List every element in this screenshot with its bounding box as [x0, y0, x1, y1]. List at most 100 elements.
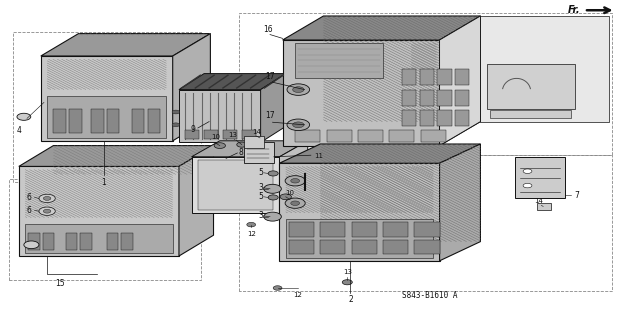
Bar [43, 233, 54, 250]
Bar [91, 109, 104, 133]
Polygon shape [279, 144, 480, 163]
Bar [437, 90, 452, 106]
Circle shape [17, 113, 31, 120]
Bar [320, 222, 345, 237]
Polygon shape [440, 16, 480, 146]
Polygon shape [41, 56, 173, 141]
Text: 7: 7 [574, 191, 579, 200]
Polygon shape [173, 34, 210, 141]
Bar [69, 109, 82, 133]
Bar [244, 136, 264, 148]
Text: 10: 10 [212, 133, 220, 140]
Bar [420, 110, 434, 126]
Bar [537, 203, 551, 210]
Bar [132, 109, 144, 133]
Bar [455, 69, 469, 85]
Circle shape [285, 176, 305, 186]
Circle shape [285, 198, 305, 208]
Text: 17: 17 [265, 72, 275, 81]
Polygon shape [440, 16, 480, 146]
Bar [28, 233, 40, 250]
Polygon shape [295, 43, 383, 78]
Bar [107, 233, 118, 250]
Bar [295, 130, 320, 142]
Polygon shape [261, 74, 286, 142]
Polygon shape [283, 40, 440, 146]
Bar [437, 69, 452, 85]
Bar [420, 69, 434, 85]
Bar [455, 110, 469, 126]
Polygon shape [179, 74, 286, 90]
Circle shape [43, 196, 51, 200]
Bar [414, 222, 440, 237]
Circle shape [39, 194, 55, 203]
Text: 15: 15 [55, 279, 65, 288]
Polygon shape [279, 141, 308, 213]
Bar [107, 109, 119, 133]
Circle shape [43, 209, 51, 213]
Circle shape [291, 179, 300, 183]
Text: 11: 11 [314, 153, 323, 159]
Bar [414, 240, 440, 254]
Bar [66, 233, 77, 250]
Bar [289, 240, 314, 254]
Polygon shape [515, 157, 565, 198]
Bar [121, 233, 133, 250]
Bar [185, 130, 199, 139]
Circle shape [268, 195, 278, 200]
Bar [80, 233, 92, 250]
Text: 12: 12 [293, 292, 302, 298]
Circle shape [247, 222, 256, 227]
Bar [352, 240, 377, 254]
Circle shape [523, 169, 532, 173]
Polygon shape [279, 163, 440, 261]
Circle shape [214, 143, 225, 148]
Circle shape [39, 207, 55, 215]
Text: 9: 9 [191, 125, 196, 134]
Text: 3: 3 [259, 212, 264, 220]
Text: 12: 12 [247, 231, 256, 237]
Bar [358, 130, 383, 142]
Circle shape [293, 122, 304, 128]
Text: 1: 1 [101, 178, 106, 187]
Text: 17: 17 [265, 111, 275, 120]
Circle shape [268, 171, 278, 176]
Bar [204, 130, 218, 139]
Polygon shape [440, 144, 480, 261]
Text: 14: 14 [252, 129, 261, 135]
Polygon shape [41, 34, 210, 56]
Polygon shape [244, 142, 274, 163]
Bar [402, 90, 416, 106]
Bar [53, 109, 66, 133]
Circle shape [172, 123, 180, 127]
Circle shape [291, 201, 300, 205]
Bar [487, 64, 575, 109]
Text: 13: 13 [343, 269, 352, 275]
Text: 14: 14 [534, 198, 543, 204]
Circle shape [287, 84, 310, 95]
Polygon shape [192, 141, 308, 157]
Bar [455, 90, 469, 106]
Circle shape [172, 110, 180, 114]
Circle shape [342, 280, 352, 285]
Polygon shape [179, 146, 214, 256]
Text: 5: 5 [259, 192, 264, 201]
Text: 3: 3 [259, 183, 264, 192]
Text: Fr.: Fr. [568, 5, 581, 15]
Bar [242, 130, 256, 139]
Polygon shape [19, 146, 214, 166]
Circle shape [280, 194, 291, 200]
Polygon shape [25, 224, 173, 253]
Bar [490, 110, 571, 118]
Bar [421, 130, 446, 142]
Polygon shape [286, 219, 433, 258]
Polygon shape [179, 90, 261, 142]
Bar [327, 130, 352, 142]
Bar [402, 110, 416, 126]
Bar [289, 222, 314, 237]
Text: 8: 8 [239, 148, 244, 157]
Bar [389, 130, 414, 142]
Circle shape [264, 184, 281, 193]
Bar [420, 90, 434, 106]
Text: 5: 5 [259, 168, 264, 177]
